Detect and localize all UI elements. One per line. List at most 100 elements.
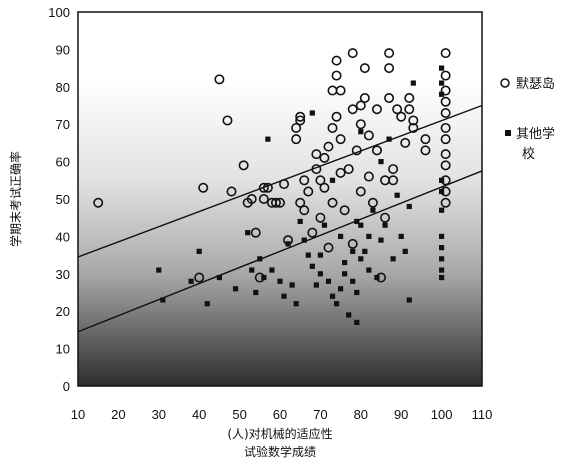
data-point-mercer-island bbox=[408, 122, 419, 133]
data-point-other-schools bbox=[249, 267, 255, 273]
data-point-mercer-island bbox=[371, 145, 382, 156]
data-point-other-schools bbox=[439, 267, 445, 273]
data-point-other-schools bbox=[439, 188, 445, 195]
data-point-mercer-island bbox=[214, 74, 225, 85]
data-point-mercer-island bbox=[299, 205, 310, 216]
data-point-other-schools bbox=[293, 301, 299, 307]
x-tick-label: 20 bbox=[111, 407, 125, 422]
data-point-mercer-island bbox=[198, 182, 209, 193]
data-point-mercer-island bbox=[93, 197, 104, 208]
y-tick-label: 50 bbox=[56, 192, 70, 207]
data-point-mercer-island bbox=[222, 115, 233, 126]
x-tick-label: 90 bbox=[394, 407, 408, 422]
data-point-other-schools bbox=[439, 91, 445, 97]
data-point-mercer-island bbox=[315, 175, 326, 186]
data-point-mercer-island bbox=[347, 48, 358, 59]
data-point-other-schools bbox=[317, 252, 323, 258]
data-point-other-schools bbox=[374, 274, 380, 281]
data-point-mercer-island bbox=[238, 160, 249, 171]
data-point-other-schools bbox=[439, 256, 445, 262]
data-point-other-schools bbox=[346, 312, 352, 318]
data-point-mercer-island bbox=[440, 107, 451, 118]
data-point-mercer-island bbox=[319, 182, 330, 193]
data-point-mercer-island bbox=[331, 55, 342, 66]
data-point-mercer-island bbox=[331, 70, 342, 81]
data-point-mercer-island bbox=[291, 122, 302, 133]
data-point-mercer-island bbox=[279, 179, 290, 190]
data-point-other-schools bbox=[386, 136, 392, 142]
data-point-mercer-island bbox=[359, 93, 370, 104]
data-point-mercer-island bbox=[323, 242, 334, 253]
data-point-other-schools bbox=[338, 286, 344, 292]
legend: 默瑟岛 其他学校 bbox=[500, 76, 555, 162]
data-point-other-schools bbox=[402, 248, 408, 254]
data-point-mercer-island bbox=[355, 119, 366, 130]
data-point-other-schools bbox=[325, 278, 332, 284]
data-point-mercer-island bbox=[404, 93, 415, 104]
x-tick-label: 50 bbox=[232, 407, 246, 422]
x-tick-label: 30 bbox=[152, 407, 166, 422]
data-point-other-schools bbox=[196, 248, 202, 254]
data-point-other-schools bbox=[354, 218, 360, 225]
legend-label-other-schools: 其他学校 bbox=[516, 126, 555, 162]
plot-frame bbox=[77, 11, 483, 387]
data-point-mercer-island bbox=[420, 145, 431, 156]
data-point-other-schools bbox=[265, 136, 271, 142]
data-point-mercer-island bbox=[440, 160, 451, 171]
data-point-mercer-island bbox=[194, 272, 205, 283]
y-axis-ticks: 0 10 20 30 40 50 60 70 80 90 100 bbox=[48, 5, 70, 394]
x-tick-label: 80 bbox=[354, 407, 368, 422]
data-point-mercer-island bbox=[355, 186, 366, 197]
data-point-mercer-island bbox=[363, 171, 374, 182]
data-point-mercer-island bbox=[384, 63, 395, 74]
data-point-other-schools bbox=[390, 256, 396, 262]
data-point-mercer-island bbox=[440, 197, 451, 208]
data-point-other-schools bbox=[398, 233, 404, 239]
data-point-other-schools bbox=[309, 263, 315, 269]
data-point-mercer-island bbox=[388, 175, 399, 186]
data-point-other-schools bbox=[410, 80, 416, 86]
x-tick-label: 110 bbox=[472, 407, 493, 422]
data-point-mercer-island bbox=[335, 167, 346, 178]
data-point-other-schools bbox=[245, 230, 251, 236]
data-point-other-schools bbox=[269, 267, 275, 273]
data-point-mercer-island bbox=[347, 104, 358, 115]
data-point-other-schools bbox=[358, 129, 364, 135]
x-tick-label: 40 bbox=[192, 407, 206, 422]
legend-open-circle-icon bbox=[500, 78, 510, 88]
data-point-other-schools bbox=[342, 271, 348, 277]
data-point-mercer-island bbox=[363, 130, 374, 141]
data-point-mercer-island bbox=[384, 48, 395, 59]
data-point-other-schools bbox=[305, 252, 311, 258]
data-point-other-schools bbox=[232, 286, 239, 292]
y-tick-label: 90 bbox=[56, 42, 70, 57]
data-point-other-schools bbox=[439, 245, 445, 251]
data-point-other-schools bbox=[439, 274, 445, 281]
data-point-mercer-island bbox=[258, 182, 269, 193]
data-point-other-schools bbox=[394, 192, 400, 198]
data-point-mercer-island bbox=[404, 104, 415, 115]
data-point-other-schools bbox=[406, 297, 412, 303]
data-point-other-schools bbox=[439, 80, 445, 86]
data-point-mercer-island bbox=[335, 85, 346, 96]
data-point-other-schools bbox=[301, 237, 307, 243]
data-point-other-schools bbox=[358, 256, 364, 262]
data-point-other-schools bbox=[329, 177, 336, 183]
data-point-mercer-island bbox=[303, 186, 314, 197]
data-point-mercer-island bbox=[392, 104, 403, 115]
data-point-mercer-island bbox=[400, 137, 411, 148]
data-point-mercer-island bbox=[295, 115, 306, 126]
data-point-mercer-island bbox=[440, 134, 451, 145]
data-point-other-schools bbox=[382, 222, 388, 228]
data-point-other-schools bbox=[285, 241, 291, 247]
data-point-other-schools bbox=[204, 301, 210, 307]
data-point-other-schools bbox=[188, 278, 194, 284]
data-point-other-schools bbox=[338, 233, 344, 239]
data-point-mercer-island bbox=[270, 197, 281, 208]
x-tick-label: 60 bbox=[273, 407, 287, 422]
data-point-other-schools bbox=[253, 289, 259, 296]
data-point-other-schools bbox=[362, 248, 368, 254]
data-point-mercer-island bbox=[331, 111, 342, 122]
data-point-mercer-island bbox=[307, 227, 318, 238]
data-point-other-schools bbox=[350, 248, 356, 254]
